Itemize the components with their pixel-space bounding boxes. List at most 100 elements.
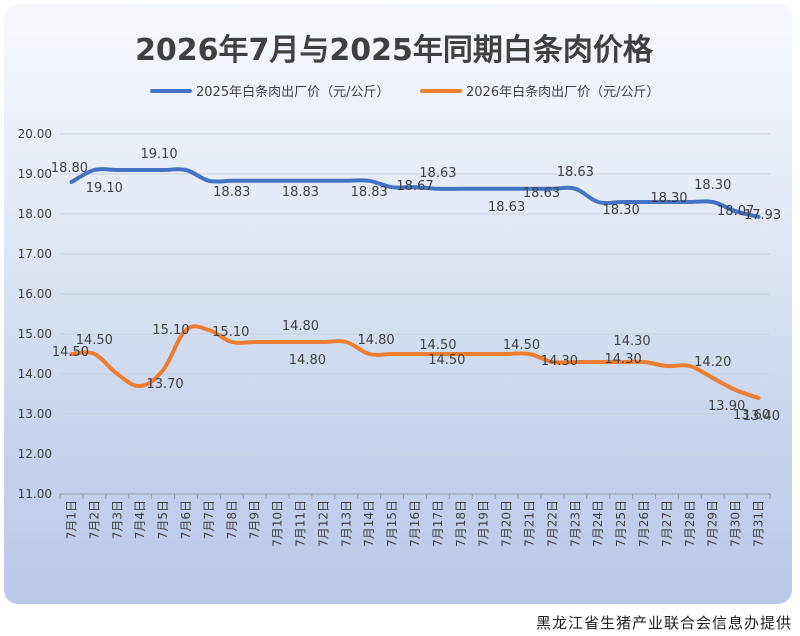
data-point [344,340,348,344]
data-point [688,200,692,204]
data-point [505,187,509,191]
x-tick-label: 7月17日 [431,500,445,547]
data-point [253,179,257,183]
legend-label-1: 2026年白条肉出厂价（元/公斤） [466,84,659,100]
source-credit: 黑龙江省生猪产业联合会信息办提供 [535,614,792,632]
data-point [276,179,280,183]
data-point [207,328,211,332]
x-tick-label: 7月28日 [683,500,697,547]
x-tick-label: 7月8日 [225,500,239,539]
x-tick-label: 7月11日 [293,500,307,547]
data-label: 17.93 [744,208,781,223]
data-label: 19.10 [86,181,123,196]
y-tick-label: 20.00 [18,127,52,141]
x-tick-label: 7月2日 [87,500,101,539]
x-tick-label: 7月27日 [660,500,674,547]
x-tick-label: 7月21日 [523,500,537,547]
data-label: 18.30 [603,203,640,218]
data-point [642,200,646,204]
x-tick-label: 7月5日 [156,500,170,539]
x-tick-label: 7月10日 [271,500,285,547]
data-point [367,352,371,356]
x-tick-label: 7月15日 [385,500,399,547]
data-point [69,180,73,184]
data-label: 15.10 [152,323,189,338]
x-tick-label: 7月25日 [614,500,628,547]
data-label: 13.40 [743,409,780,424]
data-point [276,340,280,344]
data-point [688,364,692,368]
data-label: 13.70 [146,377,183,392]
data-label: 18.30 [694,178,731,193]
data-point [184,168,188,172]
data-point [138,168,142,172]
data-point [230,179,234,183]
data-point [482,352,486,356]
data-label: 14.80 [282,319,319,334]
data-label: 18.83 [213,185,250,200]
data-point [298,179,302,183]
data-point [757,396,761,400]
data-point [321,179,325,183]
y-tick-label: 12.00 [18,447,52,461]
data-label: 14.50 [76,333,113,348]
data-point [298,340,302,344]
data-point [92,168,96,172]
data-point [321,340,325,344]
data-label: 18.67 [396,179,433,194]
data-point [138,384,142,388]
data-point [92,352,96,356]
data-point [367,179,371,183]
data-label: 14.50 [428,353,465,368]
chart-title: 2026年7月与2025年同期白条肉价格 [135,33,654,68]
x-tick-label: 7月18日 [454,500,468,547]
data-label: 19.10 [140,147,177,162]
data-label: 14.30 [541,354,578,369]
series-line-0 [69,167,761,219]
data-label: 18.83 [351,185,388,200]
y-tick-label: 13.00 [18,407,52,421]
data-label: 14.20 [694,355,731,370]
data-label: 14.50 [419,338,456,353]
data-point [459,187,463,191]
data-label: 18.63 [523,186,560,201]
data-point [413,352,417,356]
chart-card: 2026年7月与2025年同期白条肉价格 2025年白条肉出厂价（元/公斤） 202… [4,4,792,604]
y-tick-label: 18.00 [18,207,52,221]
data-point [161,368,165,372]
x-tick-label: 7月19日 [477,500,491,547]
data-label: 13.60 [733,408,770,423]
x-tick-label: 7月3日 [110,500,124,539]
data-point [482,187,486,191]
data-label: 14.50 [503,338,540,353]
x-tick-label: 7月6日 [179,500,193,539]
data-point [230,340,234,344]
data-point [642,360,646,364]
data-point [344,179,348,183]
line-chart: 2026年7月与2025年同期白条肉价格 2025年白条肉出厂价（元/公斤） 202… [18,33,782,547]
y-tick-label: 14.00 [18,367,52,381]
y-tick-label: 17.00 [18,247,52,261]
data-label: 18.63 [488,200,525,215]
data-point [711,200,715,204]
x-tick-label: 7月30日 [729,500,743,547]
x-tick-label: 7月7日 [202,500,216,539]
data-point [734,388,738,392]
data-point [711,376,715,380]
data-label: 14.50 [52,345,89,360]
data-label: 14.30 [613,334,650,349]
x-tick-label: 7月23日 [568,500,582,547]
x-tick-label: 7月22日 [545,500,559,547]
x-tick-label: 7月14日 [362,500,376,547]
data-point [596,360,600,364]
x-tick-label: 7月9日 [248,500,262,539]
data-point [115,372,119,376]
data-label: 18.63 [419,166,456,181]
y-tick-label: 15.00 [18,327,52,341]
data-label: 14.80 [289,353,326,368]
data-point [207,179,211,183]
data-label: 18.83 [282,185,319,200]
x-tick-label: 7月1日 [64,500,78,539]
data-label: 18.63 [557,165,594,180]
y-tick-label: 16.00 [18,287,52,301]
